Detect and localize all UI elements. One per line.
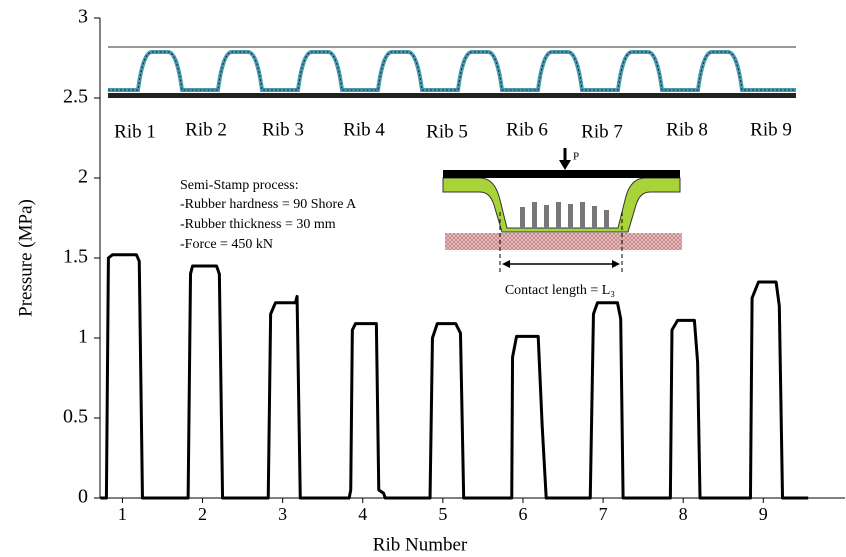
rib-label: Rib 2: [185, 119, 227, 140]
y-tick-label: 0: [78, 486, 88, 508]
y-tick-label: 1.5: [63, 246, 88, 268]
rib-profile-image: [108, 46, 796, 98]
y-tick-label: 3: [78, 6, 88, 28]
pressure-line: [100, 253, 809, 500]
y-axis-label: Pressure (MPa): [15, 199, 36, 317]
x-tick-label: 4: [358, 504, 367, 524]
note-line: -Rubber thickness = 30 mm: [180, 217, 336, 232]
x-tick-label: 7: [599, 504, 608, 524]
process-notes: Semi-Stamp process: -Rubber hardness = 9…: [180, 178, 357, 252]
x-tick-label: 9: [759, 504, 768, 524]
x-tick-label: 3: [278, 504, 287, 524]
x-tick-label: 2: [198, 504, 207, 524]
rib-label: Rib 5: [426, 121, 468, 142]
y-tick-label: 2: [78, 166, 88, 188]
x-tick-label: 6: [518, 504, 527, 524]
rib-labels: Rib 1 Rib 2 Rib 3 Rib 4 Rib 5 Rib 6 Rib …: [114, 119, 792, 142]
rib-label: Rib 3: [262, 119, 304, 140]
schematic: P Contact length = L₃: [442, 148, 682, 298]
x-axis-label: Rib Number: [373, 534, 468, 555]
x-tick-label: 1: [118, 504, 127, 524]
y-tick-label: 2.5: [63, 86, 88, 108]
rib-label: Rib 4: [343, 119, 385, 140]
y-tick-label: 0.5: [63, 406, 88, 428]
force-label: P: [573, 151, 579, 163]
note-line: Semi-Stamp process:: [180, 178, 299, 193]
x-tick-label: 5: [438, 504, 447, 524]
rib-label: Rib 1: [114, 121, 156, 142]
x-tick-label: 8: [679, 504, 688, 524]
rib-label: Rib 7: [581, 121, 623, 142]
note-line: -Force = 450 kN: [180, 237, 273, 252]
note-line: -Rubber hardness = 90 Shore A: [180, 197, 357, 212]
rib-label: Rib 8: [666, 119, 708, 140]
y-tick-label: 1: [78, 326, 88, 348]
rib-label: Rib 6: [506, 119, 548, 140]
rib-label: Rib 9: [750, 119, 792, 140]
contact-label: Contact length = L₃: [505, 283, 615, 298]
